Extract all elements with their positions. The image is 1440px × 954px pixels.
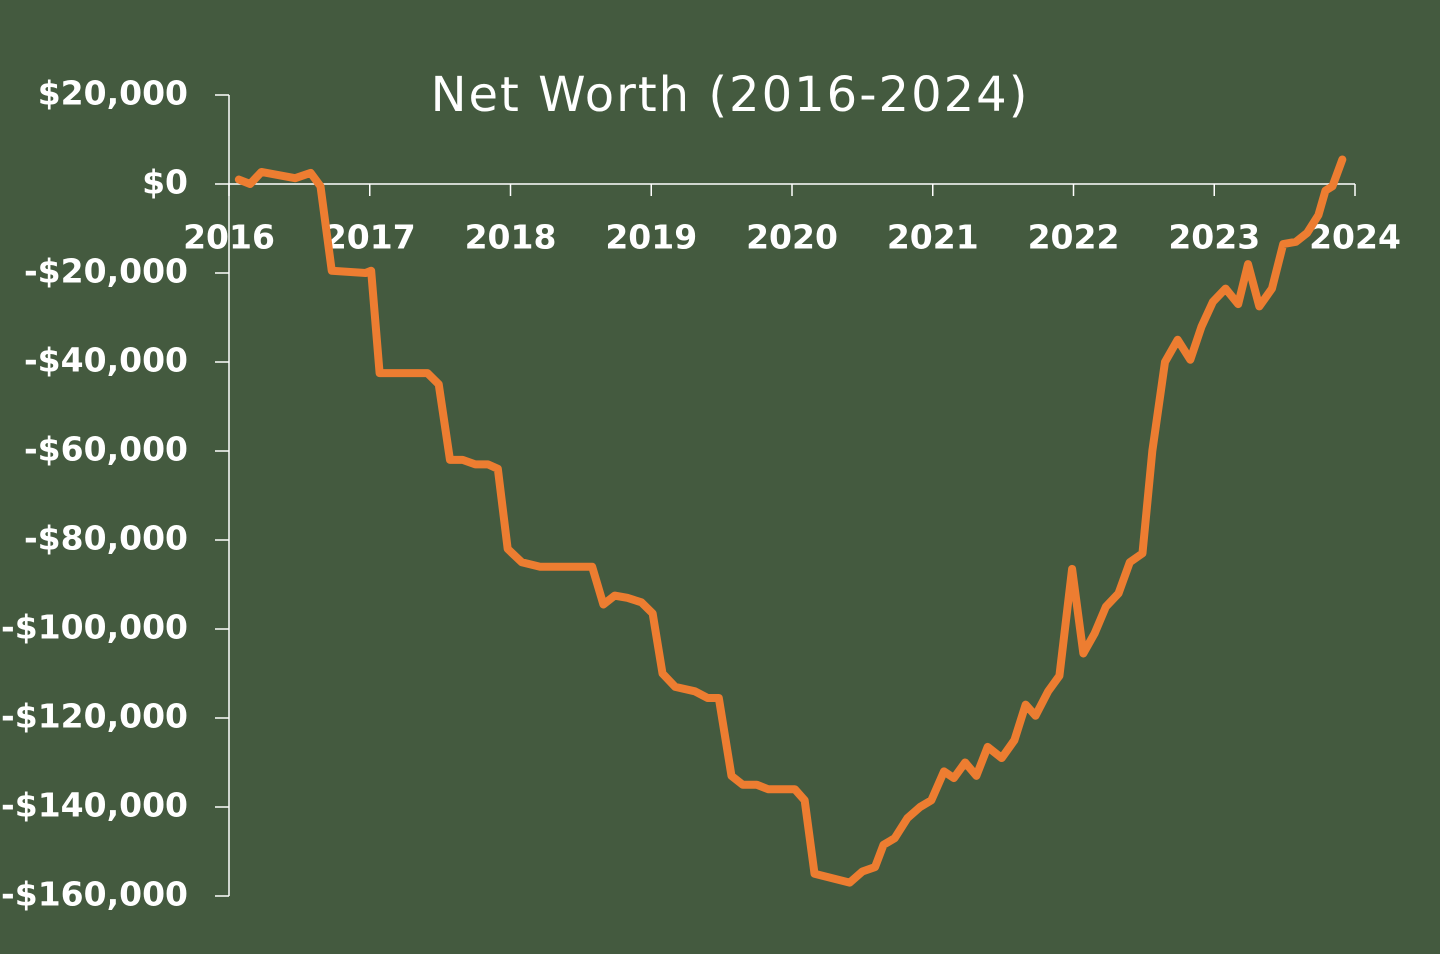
y-tick-label: $0 <box>142 163 188 202</box>
y-tick-label: -$100,000 <box>1 608 188 647</box>
y-tick-label: -$80,000 <box>24 519 188 558</box>
x-tick-label: 2020 <box>746 218 838 257</box>
x-tick-label: 2017 <box>324 218 416 257</box>
x-tick-label: 2019 <box>605 218 697 257</box>
x-tick-label: 2021 <box>887 218 979 257</box>
x-tick-label: 2023 <box>1168 218 1260 257</box>
y-tick-label: -$20,000 <box>24 252 188 291</box>
chart-title: Net Worth (2016-2024) <box>431 67 1030 123</box>
y-tick-label: $20,000 <box>38 74 188 113</box>
x-tick-label: 2022 <box>1028 218 1120 257</box>
y-tick-label: -$140,000 <box>1 786 188 825</box>
x-tick-label: 2018 <box>465 218 557 257</box>
x-tick-label: 2024 <box>1309 218 1401 257</box>
y-tick-label: -$120,000 <box>1 697 188 736</box>
y-tick-label: -$60,000 <box>24 430 188 469</box>
x-tick-label: 2016 <box>183 218 275 257</box>
net-worth-line <box>234 155 1347 887</box>
y-tick-label: -$40,000 <box>24 341 188 380</box>
y-tick-label: -$160,000 <box>1 875 188 914</box>
